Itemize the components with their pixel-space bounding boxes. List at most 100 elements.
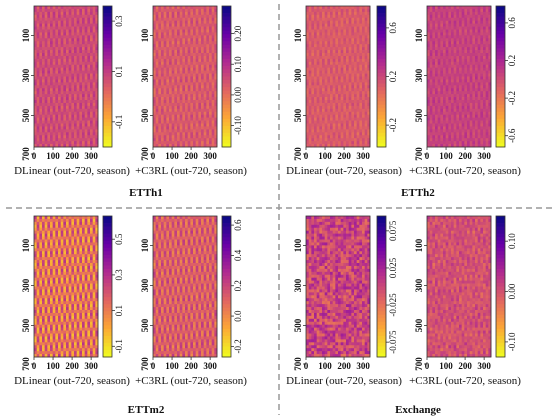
- heatmap-cell: [68, 129, 72, 133]
- heatmap-cell: [76, 132, 80, 136]
- heatmap-cell: [435, 29, 439, 33]
- heatmap-cell: [440, 14, 444, 19]
- heatmap-cell: [79, 141, 83, 145]
- heatmap-cell: [161, 117, 165, 121]
- heatmap-cell: [201, 85, 205, 89]
- heatmap-cell: [459, 132, 463, 136]
- heatmap-cell: [190, 64, 194, 69]
- heatmap-cell: [472, 123, 476, 127]
- heatmap-cell: [169, 17, 173, 22]
- colorbar-segment: [103, 69, 112, 74]
- heatmap-cell: [469, 126, 473, 130]
- heatmap-cell: [169, 35, 173, 39]
- heatmap-cell: [308, 67, 312, 71]
- heatmap-cell: [74, 135, 78, 139]
- heatmap-cell: [193, 88, 197, 92]
- heatmap-cell: [435, 64, 439, 69]
- heatmap-cell: [437, 85, 441, 89]
- heatmap-cell: [362, 91, 366, 95]
- heatmap-cell: [63, 218, 67, 223]
- heatmap-cell: [209, 47, 213, 51]
- heatmap-cell: [195, 17, 199, 22]
- heatmap-cell: [316, 6, 320, 10]
- heatmap-cell: [95, 73, 99, 77]
- heatmap-cell: [179, 88, 183, 92]
- heatmap-cell: [306, 141, 310, 145]
- heatmap-cell: [467, 88, 471, 92]
- heatmap-cell: [182, 85, 186, 89]
- heatmap-cell: [440, 85, 444, 89]
- heatmap-cell: [190, 82, 194, 86]
- heatmap-cell: [209, 17, 213, 22]
- heatmap-cell: [185, 14, 189, 19]
- heatmap-cell: [322, 61, 326, 66]
- heatmap-cell: [84, 123, 88, 127]
- heatmap-cell: [306, 41, 310, 45]
- heatmap-cell: [174, 120, 178, 124]
- heatmap-cell: [351, 53, 355, 57]
- colorbar-segment: [222, 37, 231, 42]
- heatmap-cell: [340, 132, 344, 136]
- heatmap-cell: [63, 47, 67, 51]
- heatmap-cell: [456, 88, 460, 92]
- heatmap-cell: [214, 55, 218, 60]
- heatmap-cell: [451, 50, 455, 54]
- heatmap-cell: [359, 144, 363, 148]
- heatmap-cell: [171, 85, 175, 89]
- heatmap-cell: [485, 32, 489, 36]
- heatmap-cell: [435, 11, 439, 16]
- heatmap-cell: [351, 105, 355, 110]
- heatmap-cell: [87, 105, 91, 110]
- heatmap-cell: [63, 61, 67, 66]
- heatmap-cell: [84, 94, 88, 98]
- heatmap-cell: [155, 64, 159, 69]
- heatmap-cell: [472, 23, 476, 27]
- heatmap-cell: [459, 88, 463, 92]
- heatmap-cell: [50, 64, 54, 69]
- colorbar-segment: [222, 80, 231, 84]
- heatmap-cell: [472, 105, 476, 110]
- colorbar-segment: [377, 41, 386, 46]
- heatmap-cell: [52, 227, 56, 232]
- heatmap-cell: [177, 53, 181, 57]
- heatmap-cell: [155, 126, 159, 130]
- heatmap-cell: [451, 117, 455, 121]
- heatmap-cell: [461, 117, 465, 121]
- heatmap-cell: [432, 64, 436, 69]
- heatmap-cell: [338, 126, 342, 130]
- heatmap-cell: [66, 41, 70, 45]
- heatmap-cell: [480, 14, 484, 19]
- heatmap-cell: [359, 17, 363, 22]
- heatmap-cell: [467, 94, 471, 98]
- heatmap-cell: [332, 20, 336, 24]
- heatmap-cell: [456, 8, 460, 13]
- heatmap-cell: [185, 135, 189, 139]
- heatmap-cell: [87, 141, 91, 145]
- heatmap-cell: [71, 35, 75, 39]
- colorbar-segment: [222, 76, 231, 81]
- heatmap-cell: [185, 132, 189, 136]
- heatmap-cell: [185, 58, 189, 63]
- heatmap-cell: [190, 132, 194, 136]
- heatmap-cell: [169, 138, 173, 142]
- heatmap-cell: [340, 138, 344, 142]
- colorbar-segment: [222, 65, 231, 70]
- heatmap-cell: [187, 8, 191, 13]
- heatmap-cell: [58, 227, 62, 232]
- heatmap-cell: [163, 6, 167, 10]
- heatmap-cell: [445, 73, 449, 77]
- heatmap-cell: [343, 144, 347, 148]
- heatmap-cell: [367, 44, 371, 48]
- heatmap-cell: [193, 138, 197, 142]
- heatmap-cell: [314, 132, 318, 136]
- heatmap-cell: [193, 91, 197, 95]
- heatmap-cell: [153, 38, 157, 42]
- heatmap-cell: [58, 47, 62, 51]
- heatmap-cell: [60, 88, 64, 92]
- heatmap-cell: [319, 67, 323, 71]
- heatmap-cell: [475, 111, 479, 116]
- heatmap-cell: [185, 11, 189, 16]
- panel-caption: DLinear (out-720, season): [286, 165, 402, 177]
- heatmap-cell: [166, 123, 170, 127]
- heatmap-cell: [461, 135, 465, 139]
